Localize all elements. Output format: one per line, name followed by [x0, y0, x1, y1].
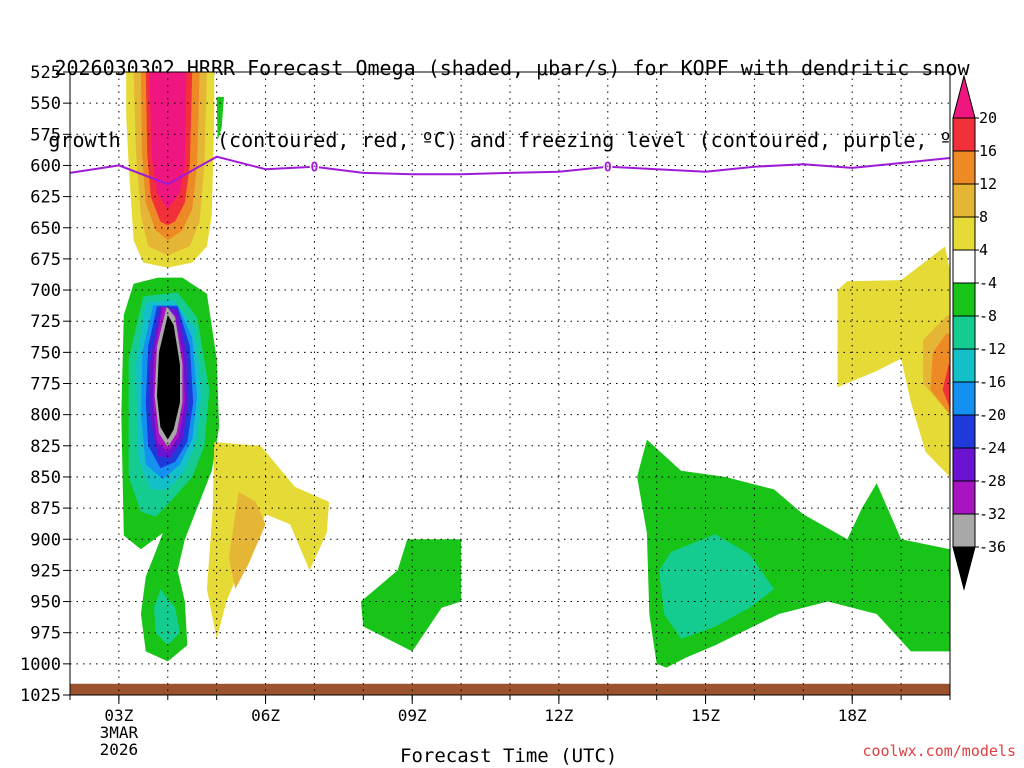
y-tick-label-925: 925	[30, 561, 61, 581]
colorbar-label-12: -32	[979, 505, 1006, 523]
omega-region-21	[837, 246, 950, 477]
omega-region-16	[206, 442, 330, 639]
omega-region-4	[149, 72, 187, 210]
freezing-level-label-0: 0	[311, 161, 319, 176]
y-tick-label-900: 900	[30, 530, 61, 550]
axes: 525 550 575 600 625 650 675 700 725 750 775 800 825 8…	[20, 63, 951, 759]
colorbar-label-13: -36	[979, 538, 1006, 556]
colorbar-box-4	[952, 216, 976, 251]
x-axis-title: Forecast Time (UTC)	[400, 745, 618, 767]
x-tick-label-15: 15Z	[691, 706, 720, 725]
colorbar-box-12	[952, 480, 976, 515]
colorbar-label-11: -28	[979, 472, 1006, 490]
y-tick-label-1000: 1000	[20, 655, 61, 675]
colorbar: 20 16 12 8 4 -4 -8 -12 -16 -20 -24 -28 -32 -36	[952, 74, 1006, 591]
x-tick-label-18: 18Z	[838, 706, 867, 725]
colorbar-box-5	[952, 249, 976, 284]
y-tick-label-875: 875	[30, 499, 61, 519]
colorbar-label-9: -20	[979, 406, 1006, 424]
colorbar-box-9	[952, 381, 976, 416]
y-tick-label-625: 625	[30, 188, 61, 208]
y-tick-label-725: 725	[30, 312, 61, 332]
colorbar-box-11	[952, 447, 976, 482]
colorbar-label-10: -24	[979, 439, 1006, 457]
freezing-level-line	[69, 155, 951, 186]
omega-region-14	[157, 315, 180, 440]
colorbar-label-1: 16	[979, 142, 997, 160]
y-tick-label-825: 825	[30, 437, 61, 457]
colorbar-label-4: 4	[979, 241, 988, 259]
y-tick-label-1025: 1025	[20, 686, 61, 706]
x-tick-label-9: 09Z	[398, 706, 427, 725]
y-tick-label-850: 850	[30, 468, 61, 488]
omega-region-17	[228, 491, 266, 590]
y-tick-label-650: 650	[30, 219, 61, 239]
colorbar-box-1	[952, 117, 976, 152]
omega-shading-layer	[70, 72, 950, 695]
colorbar-box-13	[952, 513, 976, 548]
y-tick-label-800: 800	[30, 406, 61, 426]
chart-title-line-1: 2026030302 HRRR Forecast Omega (shaded, …	[54, 56, 970, 80]
colorbar-label-0: 20	[979, 109, 997, 127]
colorbar-label-5: -4	[979, 274, 997, 292]
y-tick-label-575: 575	[30, 125, 61, 145]
y-tick-label-975: 975	[30, 624, 61, 644]
y-tick-label-675: 675	[30, 250, 61, 270]
x-date-label-1: 2026	[100, 740, 139, 759]
colorbar-box-3	[952, 183, 976, 218]
y-tick-label-550: 550	[30, 94, 61, 114]
freezing-level-label-1: 0	[604, 161, 612, 176]
colorbar-label-8: -16	[979, 373, 1006, 391]
ground-layer	[70, 683, 950, 695]
y-tick-label-525: 525	[30, 63, 61, 83]
colorbar-box-7	[952, 315, 976, 350]
omega-region-24	[942, 364, 950, 409]
omega-region-20	[659, 534, 774, 639]
y-tick-label-600: 600	[30, 156, 61, 176]
colorbar-box-8	[952, 348, 976, 383]
x-tick-label-3: 03Z	[104, 706, 133, 725]
omega-region-5	[216, 96, 224, 141]
y-tick-label-775: 775	[30, 375, 61, 395]
colorbar-label-2: 12	[979, 175, 997, 193]
colorbar-box-6	[952, 282, 976, 317]
colorbar-label-3: 8	[979, 208, 988, 226]
colorbar-label-7: -12	[979, 340, 1006, 358]
colorbar-bottom-arrow	[952, 546, 976, 591]
colorbar-box-10	[952, 414, 976, 449]
x-tick-label-6: 06Z	[251, 706, 280, 725]
y-tick-label-950: 950	[30, 593, 61, 613]
x-date-label-0: 3MAR	[100, 723, 139, 742]
watermark: coolwx.com/models	[862, 742, 1016, 760]
y-tick-label-750: 750	[30, 343, 61, 363]
colorbar-box-2	[952, 150, 976, 185]
omega-region-15	[154, 589, 180, 646]
omega-region-18	[360, 539, 462, 652]
colorbar-top-arrow	[952, 74, 976, 119]
x-tick-label-12: 12Z	[544, 706, 573, 725]
colorbar-label-6: -8	[979, 307, 997, 325]
y-tick-label-700: 700	[30, 281, 61, 301]
